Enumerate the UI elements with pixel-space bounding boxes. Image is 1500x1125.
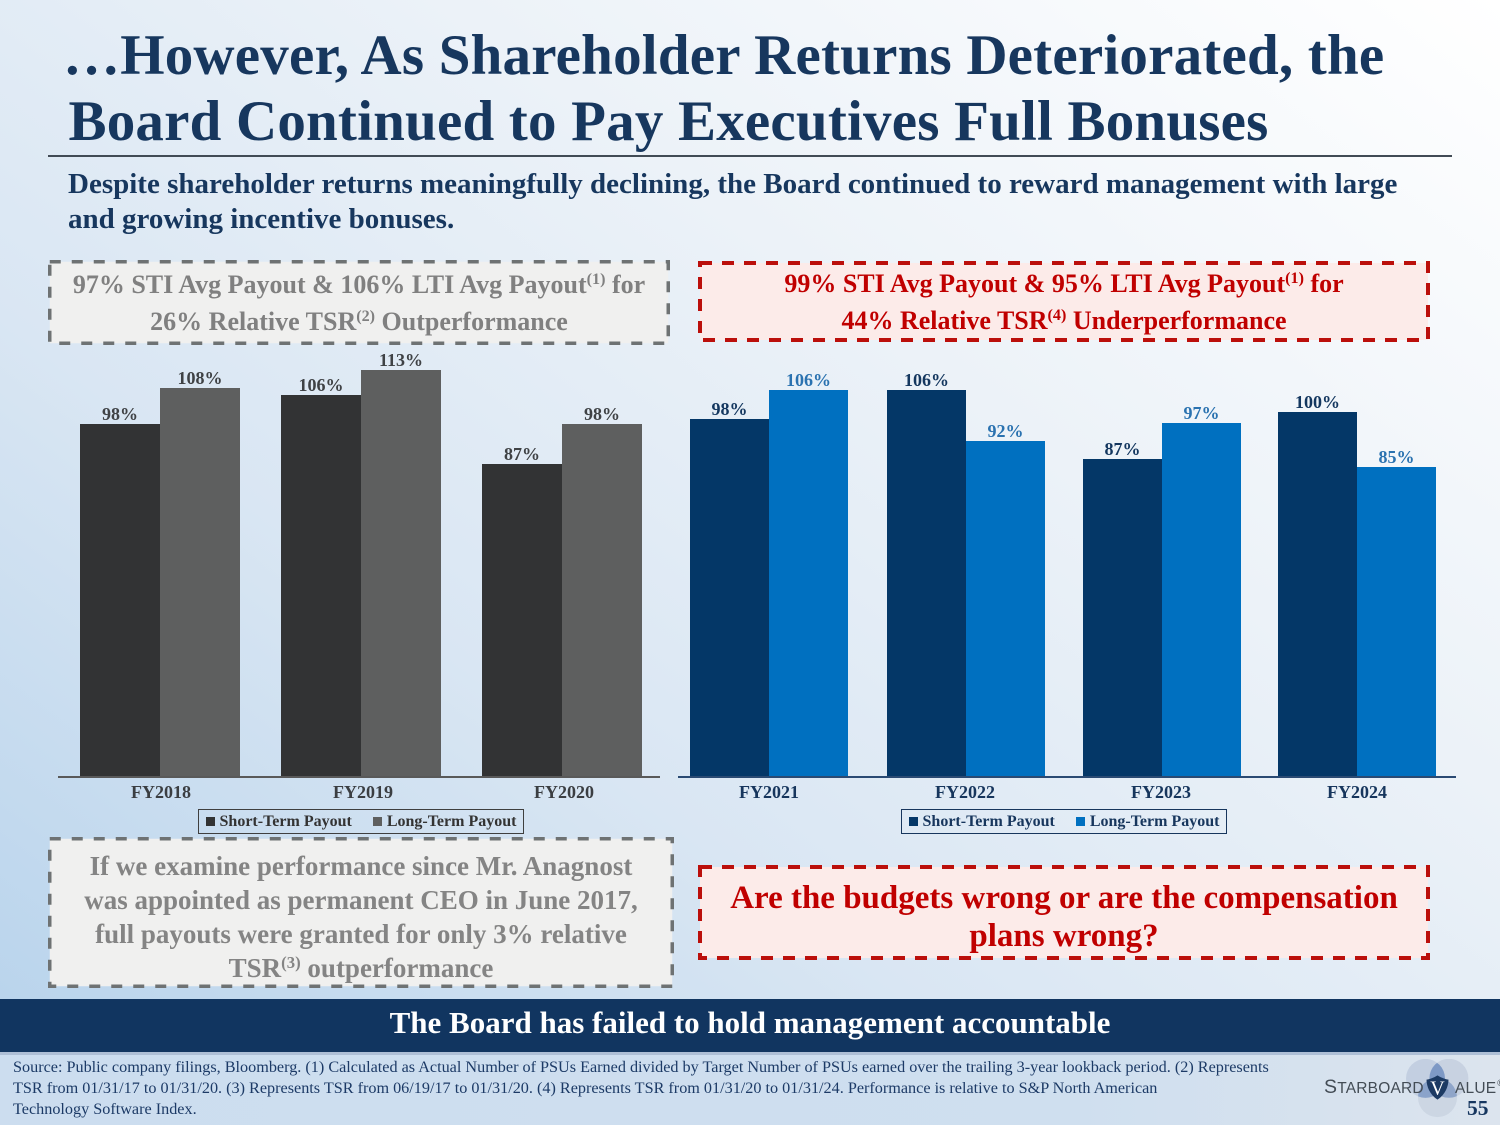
svg-text:V: V <box>1430 1077 1445 1099</box>
